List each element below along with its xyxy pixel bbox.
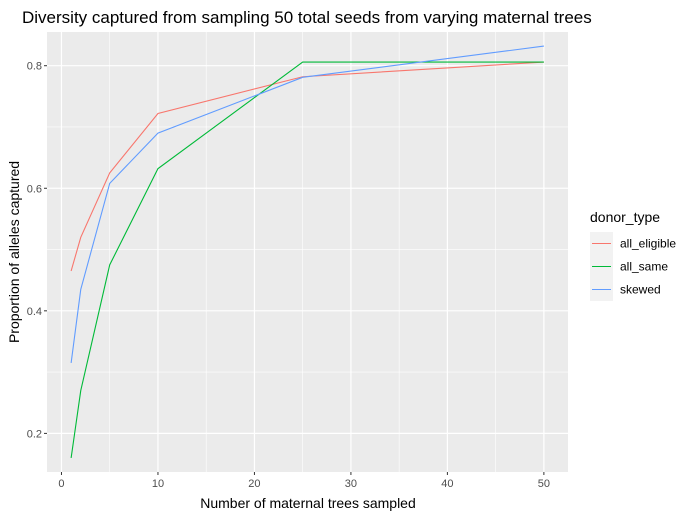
- y-axis-ticks: 0.2 0.4 0.6 0.8: [27, 61, 47, 440]
- y-axis-title: Proportion of alleles captured: [6, 161, 22, 343]
- series-line-skewed: [70, 45, 544, 363]
- x-tick-label: 50: [538, 478, 550, 490]
- major-gridlines: [47, 32, 568, 472]
- y-tick-label: 0.8: [27, 61, 42, 73]
- x-axis-title: Number of maternal trees sampled: [200, 495, 416, 511]
- x-tick-label: 20: [248, 478, 260, 490]
- legend-label: all_eligible: [620, 237, 676, 251]
- minor-gridlines: [47, 32, 568, 472]
- y-tick-label: 0.6: [27, 183, 42, 195]
- x-tick-label: 0: [58, 478, 64, 490]
- series-line-all-same: [70, 61, 544, 458]
- legend-title: donor_type: [590, 209, 660, 225]
- legend-label: skewed: [620, 283, 661, 297]
- plot-panel: [47, 32, 568, 472]
- x-axis-ticks: 0 10 20 30 40 50: [58, 472, 550, 490]
- series-line-all-eligible: [70, 61, 544, 272]
- chart-title: Diversity captured from sampling 50 tota…: [22, 8, 592, 27]
- legend-label: all_same: [620, 260, 668, 274]
- x-tick-label: 10: [152, 478, 164, 490]
- x-tick-label: 40: [441, 478, 453, 490]
- series-lines: [70, 45, 544, 458]
- x-tick-label: 30: [345, 478, 357, 490]
- y-tick-label: 0.4: [27, 306, 42, 318]
- y-tick-label: 0.2: [27, 428, 42, 440]
